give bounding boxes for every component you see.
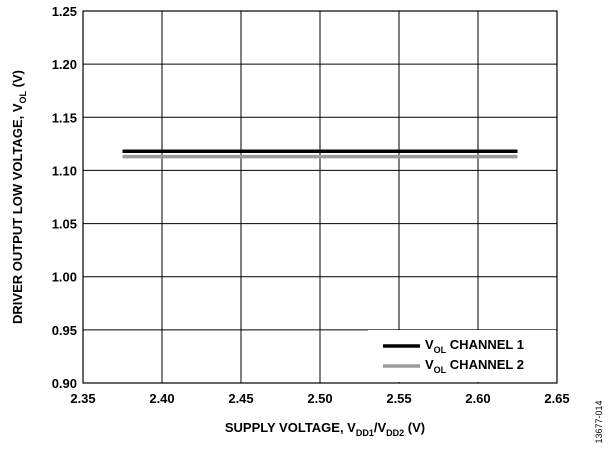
legend-series-name: CHANNEL 2 xyxy=(450,357,524,372)
x-tick-label: 2.45 xyxy=(228,391,253,406)
x-tick-label: 2.50 xyxy=(307,391,332,406)
x-tick-label: 2.65 xyxy=(544,391,569,406)
y-tick-label: 0.95 xyxy=(52,323,77,338)
x-tick-labels: 2.35 2.40 2.45 2.50 2.55 2.60 2.65 xyxy=(70,391,569,406)
x-tick-label: 2.35 xyxy=(70,391,95,406)
y-axis-label-main: DRIVER OUTPUT LOW VOLTAGE, V xyxy=(10,103,25,324)
x-tick-label: 2.60 xyxy=(465,391,490,406)
legend-subscript: OL xyxy=(434,365,447,375)
legend-series-name: CHANNEL 1 xyxy=(450,337,524,352)
figure-id: 13677-014 xyxy=(594,400,604,443)
legend: VOL CHANNEL 1 VOL CHANNEL 2 xyxy=(368,330,556,382)
legend-prefix: V xyxy=(425,337,434,352)
y-axis-label-sub: OL xyxy=(18,90,28,103)
x-tick-label: 2.40 xyxy=(149,391,174,406)
grid xyxy=(83,11,557,383)
plot-frame xyxy=(82,10,558,384)
x-axis-label: SUPPLY VOLTAGE, VDD1/VDD2 (V) xyxy=(225,420,425,438)
y-axis-label: DRIVER OUTPUT LOW VOLTAGE, VOL (V) xyxy=(10,70,28,324)
y-tick-label: 1.25 xyxy=(52,4,77,19)
x-axis-label-sep: /V xyxy=(374,420,387,435)
legend-label-channel-2: VOL CHANNEL 2 xyxy=(425,357,524,375)
y-tick-label: 0.90 xyxy=(52,376,77,391)
x-axis-label-main: SUPPLY VOLTAGE, V xyxy=(225,420,356,435)
x-axis-label-unit: (V) xyxy=(404,420,425,435)
legend-subscript: OL xyxy=(434,345,447,355)
x-axis-label-sub2: DD2 xyxy=(386,428,404,438)
x-tick-label: 2.55 xyxy=(386,391,411,406)
y-tick-labels: 0.90 0.95 1.00 1.05 1.10 1.15 1.20 1.25 xyxy=(52,4,77,391)
y-tick-label: 1.10 xyxy=(52,163,77,178)
legend-label-channel-1: VOL CHANNEL 1 xyxy=(425,337,524,355)
y-tick-label: 1.00 xyxy=(52,270,77,285)
legend-prefix: V xyxy=(425,357,434,372)
y-tick-label: 1.15 xyxy=(52,110,77,125)
legend-background xyxy=(368,330,556,382)
y-axis-label-unit: (V) xyxy=(10,70,25,91)
y-tick-label: 1.05 xyxy=(52,217,77,232)
series-layer xyxy=(122,149,518,159)
x-axis-label-sub1: DD1 xyxy=(356,428,374,438)
y-tick-label: 1.20 xyxy=(52,57,77,72)
